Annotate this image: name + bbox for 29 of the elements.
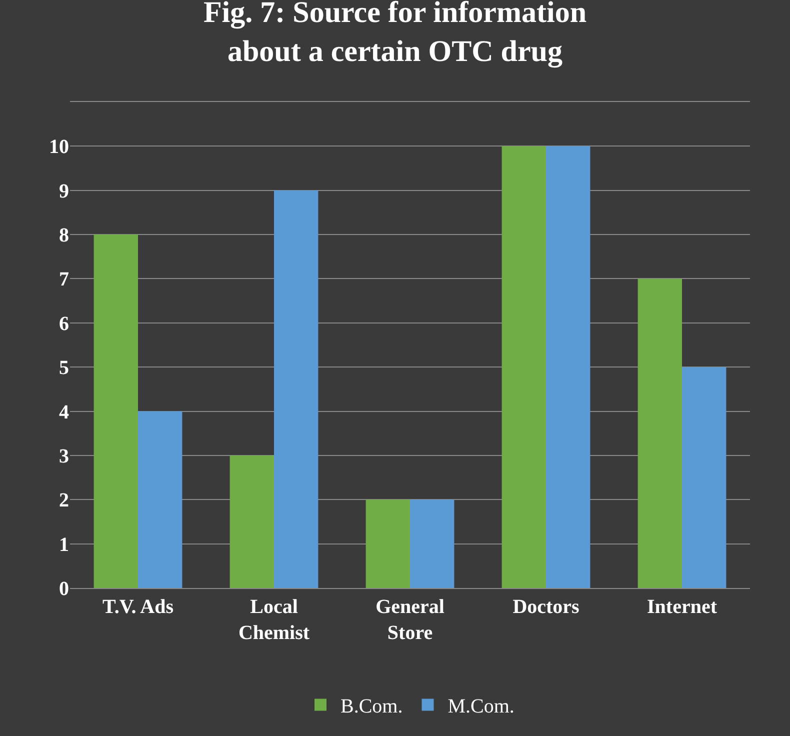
- bar: [546, 146, 590, 588]
- y-tick-label: 1: [59, 534, 69, 556]
- legend-label: M.Com.: [448, 696, 514, 718]
- y-tick-label: 9: [59, 180, 69, 202]
- legend-label: B.Com.: [340, 696, 403, 718]
- bar: [366, 500, 410, 588]
- y-tick-label: 8: [59, 224, 69, 247]
- bar: [502, 146, 546, 588]
- y-tick-label: 4: [59, 401, 69, 424]
- bar: [94, 234, 138, 588]
- x-tick-label: T.V. Ads: [102, 596, 174, 618]
- x-tick-label: General Store: [376, 596, 445, 644]
- bar: [638, 278, 682, 588]
- y-tick-label: 7: [59, 268, 69, 291]
- y-tick-label: 3: [59, 445, 69, 468]
- y-tick-label: 10: [49, 136, 69, 158]
- chart-title: Fig. 7: Source for information about a certain OTC drug: [203, 0, 587, 68]
- bar: [138, 411, 182, 588]
- x-tick-label: Doctors: [512, 596, 580, 618]
- x-tick-label: Local Chemist: [238, 596, 310, 644]
- bar: [410, 500, 454, 588]
- y-tick-label: 2: [59, 490, 69, 512]
- bar: [230, 455, 274, 588]
- y-tick-label: 6: [59, 312, 69, 335]
- bar: [274, 190, 318, 588]
- x-tick-label: Internet: [647, 596, 718, 618]
- bar: [682, 367, 726, 588]
- y-tick-label: 5: [59, 357, 69, 380]
- y-tick-label: 0: [59, 578, 69, 600]
